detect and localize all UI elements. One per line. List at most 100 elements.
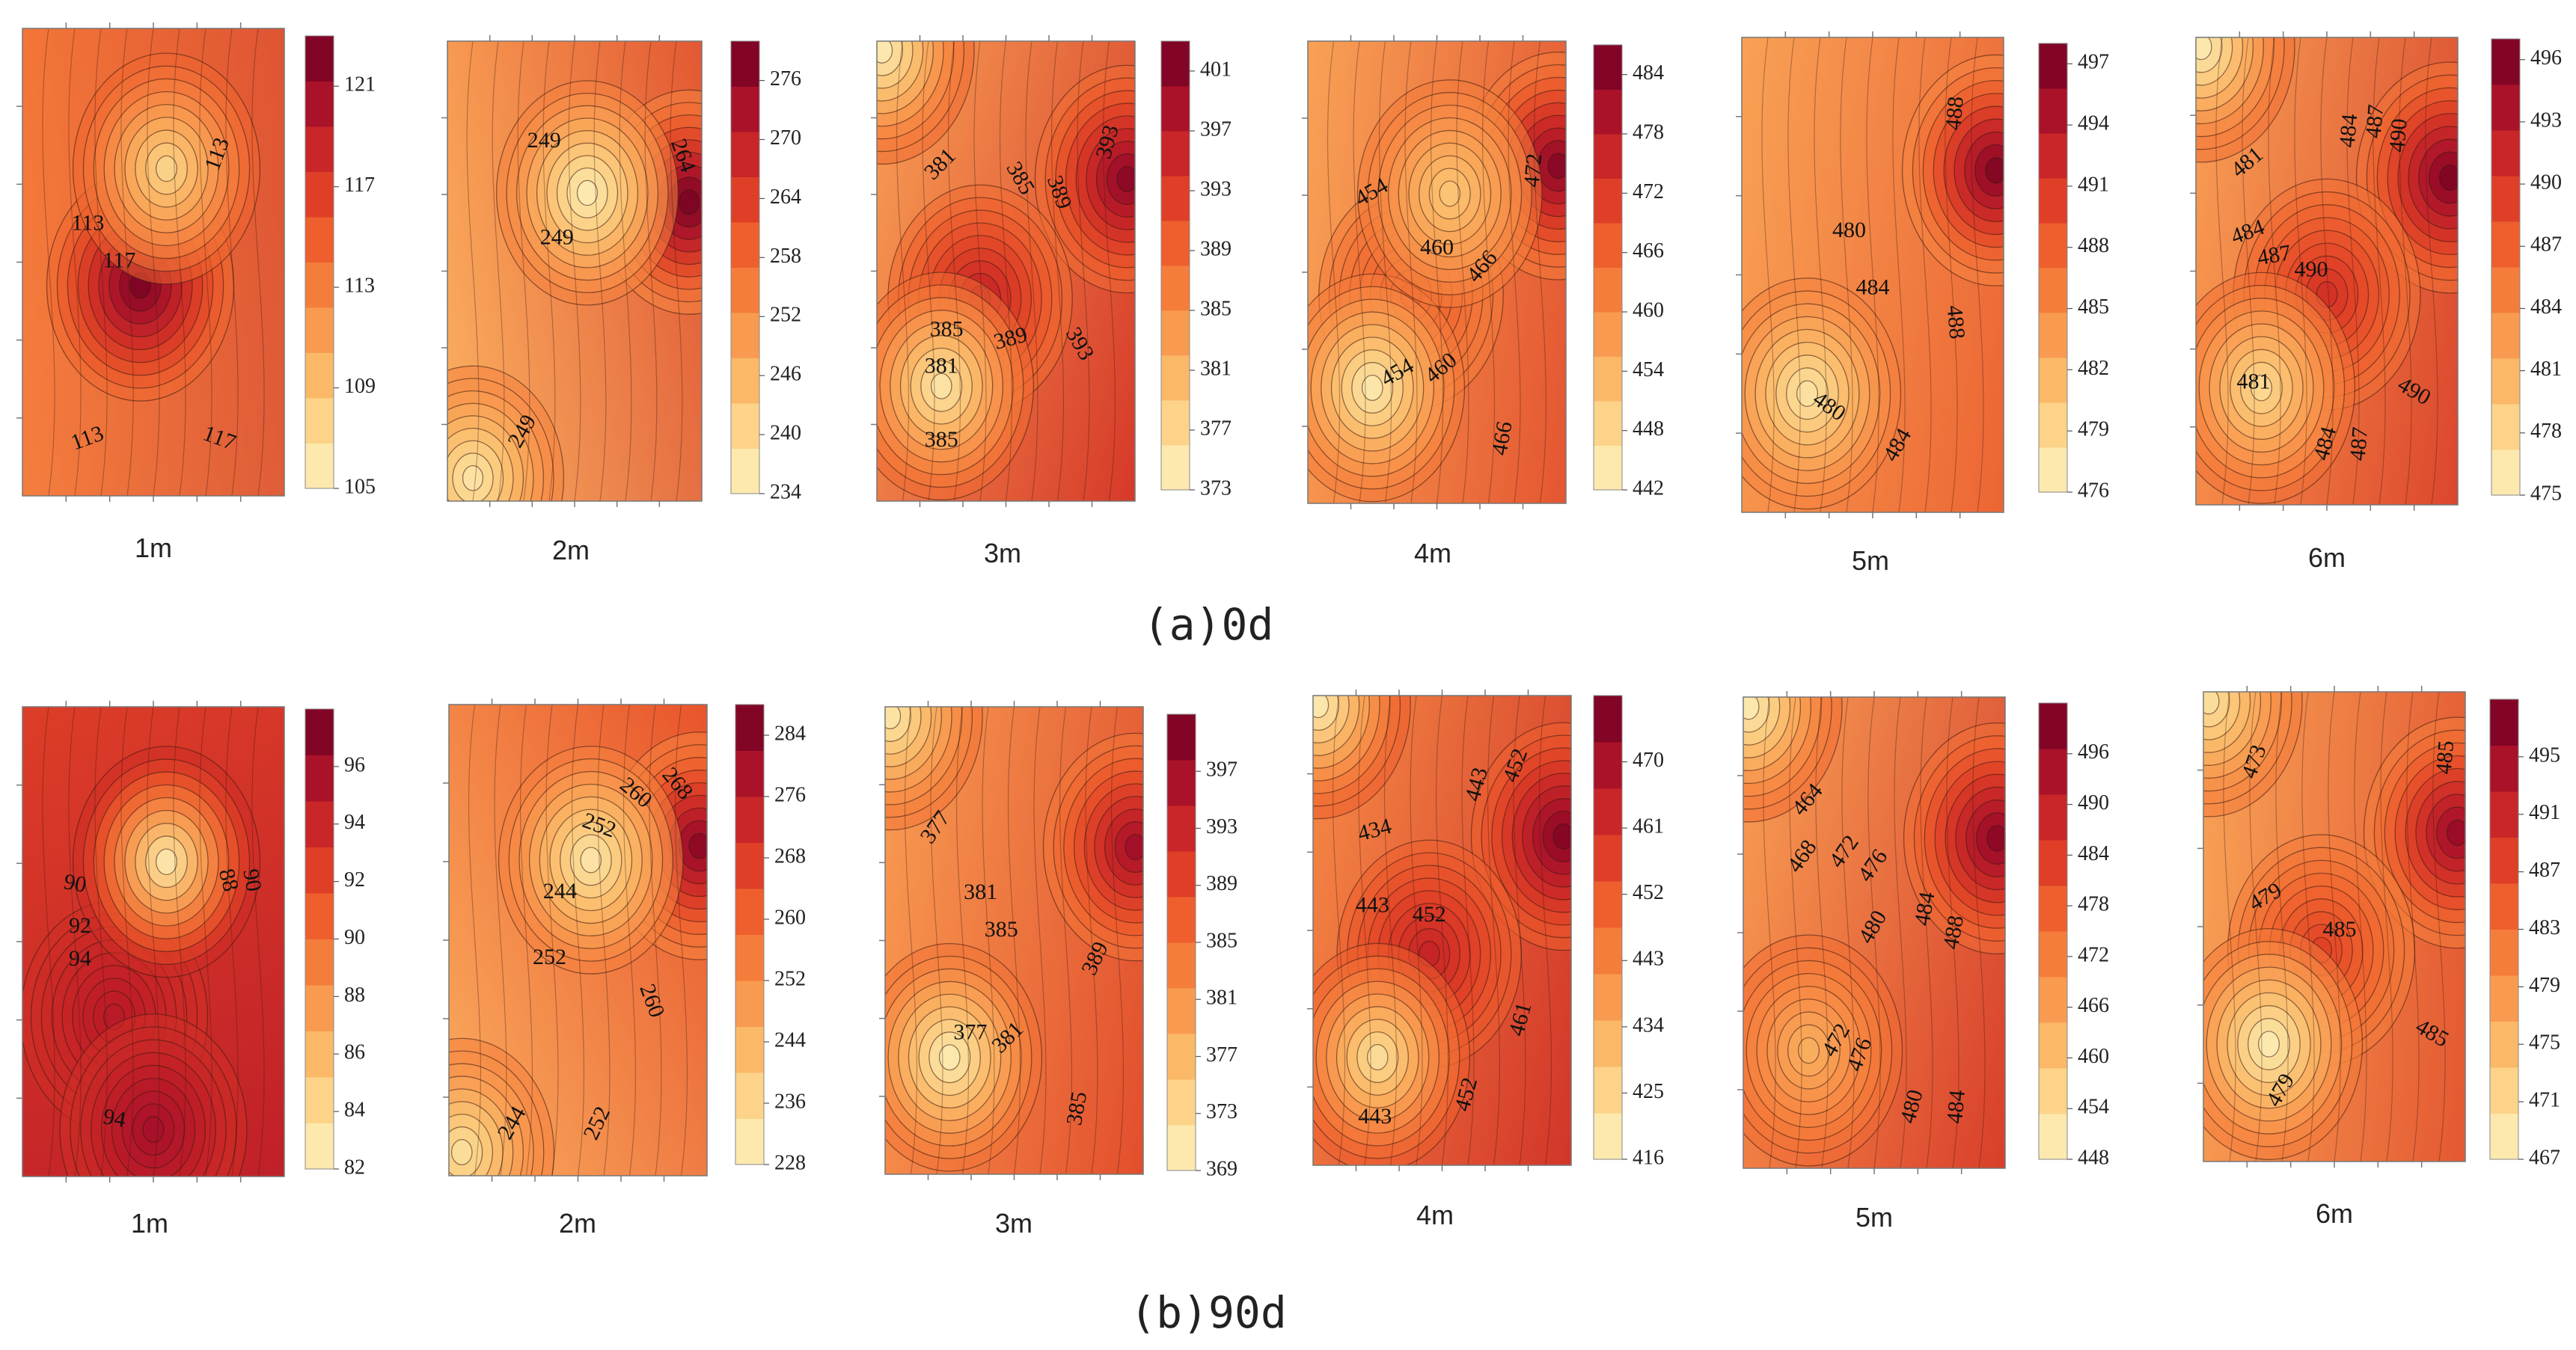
contour-label: 488 <box>1939 914 1968 951</box>
colorbar-band <box>1594 134 1622 179</box>
colorbar-tick-label: 236 <box>774 1090 806 1113</box>
colorbar-band <box>735 1073 764 1119</box>
contour-label: 94 <box>101 1104 127 1132</box>
contour-line <box>251 28 265 496</box>
colorbar-band <box>1594 401 1622 446</box>
colorbar-band <box>1594 45 1622 90</box>
colorbar-frame <box>730 40 760 494</box>
colorbar-band <box>1594 312 1622 357</box>
colorbar-band <box>2490 837 2518 884</box>
contour-line <box>1077 41 1090 501</box>
contour-line <box>896 41 910 501</box>
contour-line <box>1102 41 1116 501</box>
colorbar-tick-label: 397 <box>1206 758 1237 782</box>
colorbar-band <box>1161 86 1190 132</box>
hotspot-0-ring-8 <box>1552 823 1571 850</box>
colorbar-tick-label: 476 <box>2078 479 2109 502</box>
contour-line <box>466 41 480 501</box>
colorbar-tick-label: 461 <box>1633 815 1664 838</box>
colorbar-tick-label: 488 <box>2078 234 2109 257</box>
colorbar-tick-label: 494 <box>2078 112 2109 135</box>
contour-label: 487 <box>2361 103 2389 139</box>
contour-label: 484 <box>1942 1089 1970 1125</box>
colorbar-band <box>1594 223 1622 268</box>
colorbar-0d-2m: 234 240 246 252 258 264 270 276 <box>730 40 801 503</box>
contour-line <box>1841 697 1855 1168</box>
colorbar-band <box>2491 176 2520 222</box>
contour-label: 377 <box>953 1019 987 1044</box>
colorbar-band <box>1167 806 1196 852</box>
contour-label: 460 <box>1420 235 1454 260</box>
contour-line <box>2425 37 2438 505</box>
colorbar-tick-label: 490 <box>2530 171 2562 194</box>
colorbar-tick-label: 467 <box>2529 1146 2560 1169</box>
contour-line <box>1763 697 1776 1168</box>
contour-line <box>649 705 662 1176</box>
colorbar-band <box>2490 975 2518 1022</box>
contour-line <box>1918 37 1932 512</box>
colorbar-band <box>1167 714 1196 761</box>
colorbar-tick-label: 454 <box>1633 358 1664 381</box>
contour-line <box>1358 696 1371 1165</box>
colorbar-band <box>305 985 334 1031</box>
colorbar-band <box>305 398 334 444</box>
colorbar-band <box>731 41 759 87</box>
contour-line <box>1033 707 1047 1174</box>
colorbar-band <box>1594 788 1622 835</box>
colorbar-tick-label: 373 <box>1200 476 1232 500</box>
contour-line <box>670 41 683 501</box>
colorbar-band <box>2490 1113 2518 1160</box>
colorbar-band <box>2490 791 2518 838</box>
colorbar-90d-5m: 448 454 460 466 472 478 484 490 496 <box>2038 702 2109 1169</box>
colorbar-band <box>2491 450 2520 496</box>
hotspot-0-ring-8 <box>2446 819 2465 847</box>
colorbar-tick-label: 96 <box>344 753 365 776</box>
colorbar-tick-label: 389 <box>1206 872 1237 895</box>
coldspot-1-ring-8 <box>877 41 893 64</box>
colorbar-band <box>305 893 334 939</box>
contour-line <box>2328 692 2341 1162</box>
colorbar-frame <box>305 35 334 489</box>
colorbar-band <box>2491 221 2520 268</box>
colorbar-tick-label: 448 <box>2078 1146 2109 1169</box>
contour-line <box>1487 696 1501 1165</box>
contour-line <box>120 28 134 496</box>
colorbar-tick-label: 485 <box>2078 295 2109 319</box>
contour-line <box>468 705 482 1176</box>
contour-line <box>2268 37 2281 505</box>
coldspot-1-ring-8 <box>1313 696 1330 719</box>
colorbar-90d-3m: 369 373 377 381 385 389 393 397 <box>1166 714 1237 1180</box>
colorbar-band <box>1167 1125 1196 1171</box>
colorbar-band <box>2490 1021 2518 1068</box>
colorbar-tick-label: 105 <box>344 475 376 498</box>
colorbar-band <box>1594 742 1622 789</box>
contour-line <box>2380 692 2393 1162</box>
colorbar-frame <box>2038 43 2068 493</box>
contour-label: 480 <box>1832 218 1866 242</box>
contour-label: 385 <box>1062 1090 1092 1127</box>
colorbar-tick-label: 260 <box>774 906 806 929</box>
colorbar-tick-label: 481 <box>2530 358 2562 381</box>
coldspot-1-ring-8 <box>2203 692 2220 715</box>
hotspot-0-ring-8 <box>678 188 700 215</box>
colorbar-band <box>2039 794 2067 841</box>
colorbar-band <box>731 132 759 177</box>
colorbar-band <box>2039 931 2067 978</box>
colorbar-tick-label: 258 <box>770 245 801 268</box>
colorbar-tick-label: 448 <box>1633 417 1664 441</box>
depth-label: 3m <box>995 1208 1032 1239</box>
colorbar-band <box>1594 974 1622 1021</box>
contour-line <box>1814 37 1827 512</box>
colorbar-band <box>2491 313 2520 359</box>
contour-line <box>1481 41 1496 503</box>
colorbar-tick-label: 487 <box>2529 859 2560 882</box>
contour-line <box>2242 37 2255 505</box>
hotspot-0-ring-8 <box>1984 157 2004 184</box>
colorbar-band <box>2491 267 2520 313</box>
colorbar-band <box>1161 221 1190 266</box>
row-caption-0d: (a)0d <box>1143 599 1274 650</box>
colorbar-90d-2m: 228 236 244 252 260 268 276 284 <box>735 704 806 1174</box>
